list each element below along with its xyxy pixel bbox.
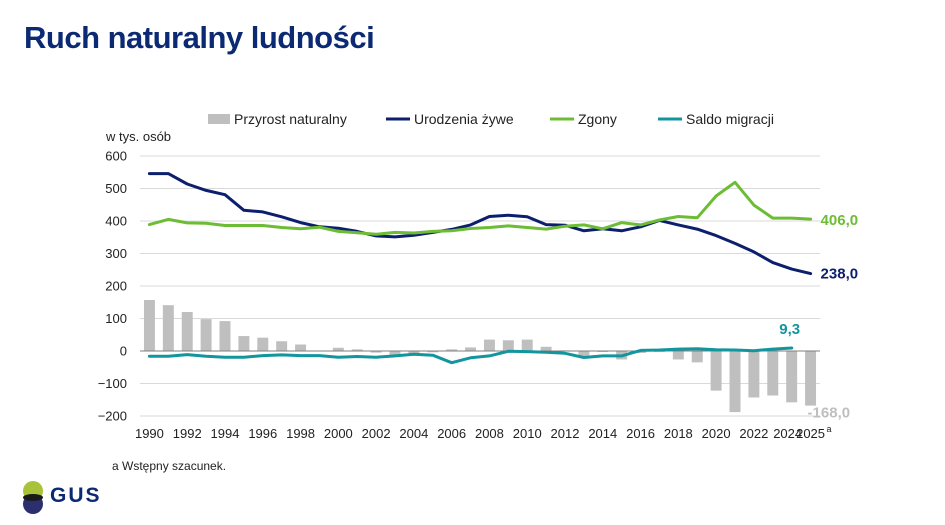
legend-label: Saldo migracji [686,111,774,127]
przyrost-bar [578,351,590,357]
przyrost-bar [446,349,458,351]
przyrost-bar [805,351,817,406]
x-tick-label: 1994 [211,426,240,441]
legend-swatch [208,114,230,124]
przyrost-bar [219,321,231,351]
przyrost-bar [181,312,193,351]
x-tick-label: 2002 [362,426,391,441]
x-tick-label: 2016 [626,426,655,441]
x-tick-label: 1996 [248,426,277,441]
przyrost-bar [786,351,798,403]
x-tick-label: 2000 [324,426,353,441]
data-label: 406,0 [821,212,859,229]
przyrost-bar [332,347,344,351]
przyrost-bar [483,339,495,351]
legend-label: Przyrost naturalny [234,111,347,127]
przyrost-bar [389,351,401,356]
y-axis-label: w tys. osób [105,129,171,144]
przyrost-bar [408,351,420,354]
przyrost-bar [691,351,703,363]
line-saldo-migracji [147,346,794,365]
x-tick-label: 2024 [773,426,802,441]
legend-label: Urodzenia żywe [414,111,514,127]
legend: Przyrost naturalny Urodzenia żywe Zgony Sal… [208,111,774,127]
x-tick-label: 2014 [588,426,617,441]
przyrost-bar [295,344,307,351]
y-tick-label: 200 [105,279,127,294]
x-tick-labels: 1990 1992 1994 1996 1998 2000 2002 2004 2006 2008… [135,424,832,441]
y-tick-label: 100 [105,311,127,326]
line-zgony [147,180,813,236]
x-tick-label: 2012 [551,426,580,441]
x-tick-label: 2022 [739,426,768,441]
przyrost-bar [521,339,533,351]
x-tick-label: 2018 [664,426,693,441]
przyrost-bar [672,351,684,360]
x-tick-label: 2006 [437,426,466,441]
line-urodzenia-żywe [147,172,813,276]
przyrost-bars [143,299,817,413]
x-tick-label: 2010 [513,426,542,441]
przyrost-bar [162,305,174,351]
x-tick-superscript: a [827,424,832,434]
x-tick-label: 2004 [399,426,428,441]
data-label: 9,3 [779,321,800,338]
przyrost-bar [257,337,269,351]
przyrost-bar [767,351,779,396]
x-tick-label: 1990 [135,426,164,441]
data-label: 238,0 [821,266,859,283]
przyrost-bar [502,340,514,351]
x-tick-label: 2020 [702,426,731,441]
x-tick-label: 2025 [796,426,825,441]
y-tick-label: 600 [105,149,127,164]
y-tick-label: 0 [120,344,127,359]
przyrost-bar [200,319,212,351]
data-label-annotations: 406,0 238,0 9,3 -168,0 [779,212,858,422]
x-tick-label: 1998 [286,426,315,441]
page-title: Ruch naturalny ludności [24,20,375,55]
y-tick-label: −200 [98,409,127,424]
x-tick-label: 1992 [173,426,202,441]
x-tick-label: 2008 [475,426,504,441]
y-tick-labels: 600 500 400 300 200 100 0 −100 −200 [98,149,127,424]
gus-logo-icon [23,481,43,514]
przyrost-bar [427,351,439,353]
footnote: a Wstępny szacunek. [112,459,227,473]
przyrost-bar [748,351,760,398]
przyrost-bar [729,351,741,413]
y-tick-label: 300 [105,246,127,261]
przyrost-bar [351,349,363,351]
y-tick-label: 500 [105,181,127,196]
przyrost-bar [465,347,477,351]
przyrost-bar [540,346,552,351]
legend-label: Zgony [578,111,617,127]
natural-movement-chart: 600 500 400 300 200 100 0 −100 −200 1990 1992 1994… [98,111,858,441]
y-tick-label: 400 [105,214,127,229]
data-label: -168,0 [808,405,851,422]
gus-logo-text: GUS [50,484,102,507]
y-tick-label: −100 [98,376,127,391]
przyrost-bar [370,351,382,353]
gus-logo: GUS [22,480,132,516]
przyrost-bar [276,341,288,351]
series-lines [147,172,813,365]
przyrost-bar [710,351,722,391]
przyrost-bar [143,299,155,351]
przyrost-bar [238,336,250,351]
